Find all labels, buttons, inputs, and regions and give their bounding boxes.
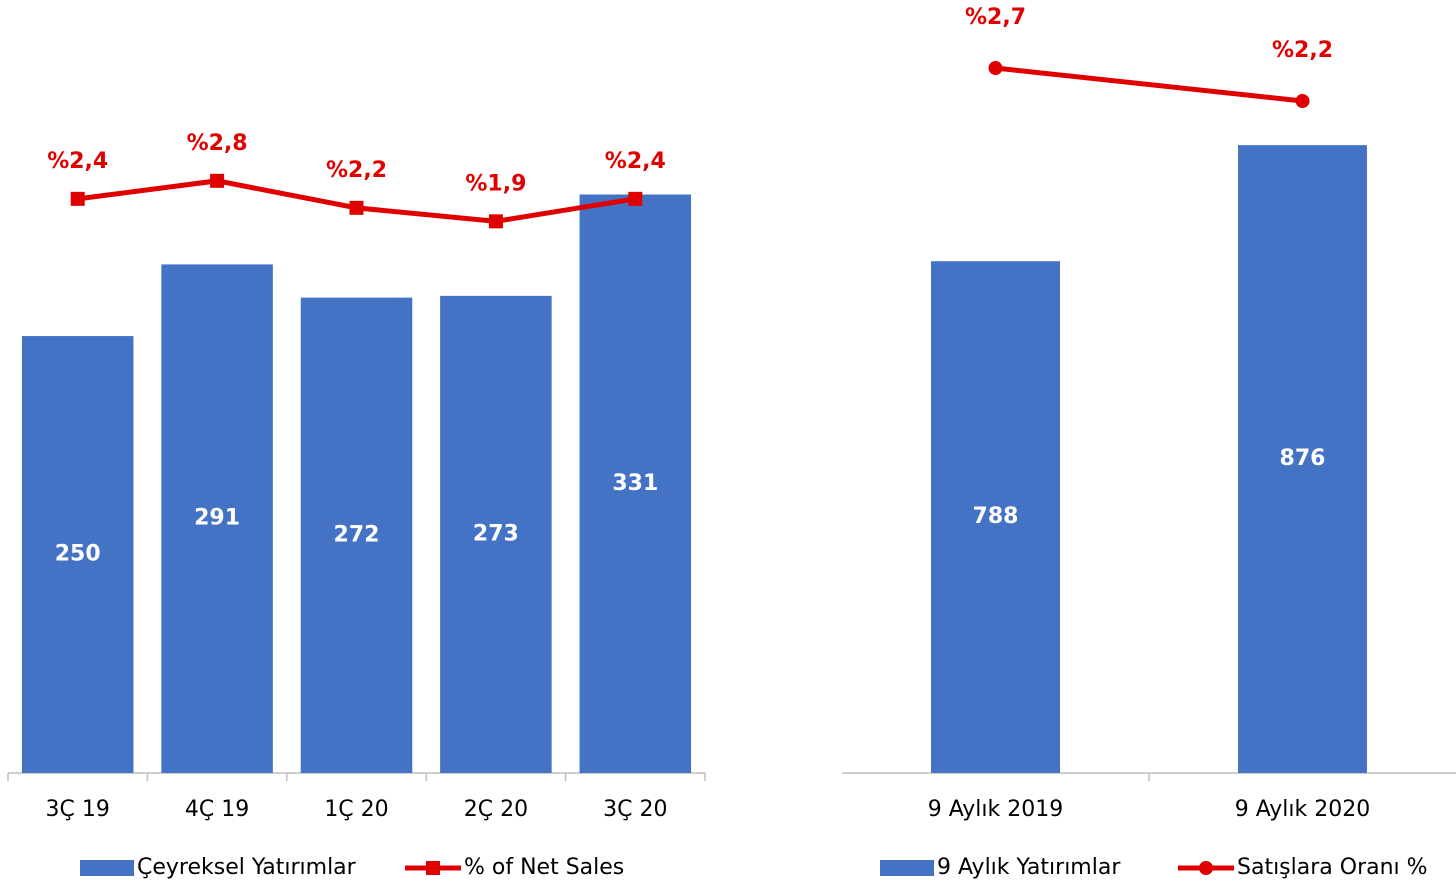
x-tick-label: 9 Aylık 2019 — [928, 797, 1064, 822]
bar-value-label: 273 — [473, 521, 519, 546]
line-marker — [349, 200, 364, 215]
bar-value-label: 876 — [1280, 446, 1326, 471]
line-value-label: %2,7 — [965, 5, 1026, 30]
bar-value-label: 272 — [334, 522, 380, 547]
bar — [579, 194, 692, 774]
bar-value-label: 331 — [612, 471, 658, 496]
line-value-label: %2,2 — [1272, 38, 1333, 63]
legend-swatch — [880, 860, 934, 876]
legend-label: 9 Aylık Yatırımlar — [937, 855, 1121, 880]
x-tick-label: 3Ç 19 — [46, 797, 110, 822]
bar — [161, 264, 273, 773]
line-marker — [488, 214, 503, 229]
legend-marker — [426, 861, 440, 875]
bar-value-label: 788 — [973, 504, 1019, 529]
legend-label: % of Net Sales — [464, 855, 624, 880]
bar-value-label: 291 — [194, 506, 240, 531]
bar — [21, 336, 134, 773]
bar — [1238, 145, 1367, 774]
chart: 3Ç 19 4Ç 19 1Ç 20 2Ç 20 3Ç 20 250 291 272 273 331… — [7, 131, 706, 880]
legend-label: Çeyreksel Yatırımlar — [137, 855, 357, 880]
bar-value-label: 250 — [55, 542, 101, 567]
x-tick-label: 2Ç 20 — [464, 797, 528, 822]
x-tick-label: 1Ç 20 — [324, 797, 388, 822]
line-marker — [70, 191, 85, 206]
line-value-label: %2,4 — [605, 149, 666, 174]
bar — [440, 295, 552, 773]
line-value-label: %2,8 — [187, 131, 248, 156]
line-marker — [988, 61, 1003, 76]
line-value-label: %2,4 — [47, 149, 108, 174]
chart: 9 Aylık 2019 9 Aylık 2020 788 876 %2,7 %2,2 9 … — [842, 5, 1456, 880]
line — [995, 65, 1303, 104]
line-value-label: %1,9 — [465, 171, 526, 196]
line-marker — [628, 191, 643, 206]
bar — [931, 261, 1060, 773]
x-tick-label: 3Ç 20 — [603, 797, 667, 822]
legend-swatch — [80, 860, 134, 876]
legend-marker — [1199, 861, 1213, 875]
line-marker — [210, 173, 225, 188]
x-tick-label: 4Ç 19 — [185, 797, 249, 822]
bar — [300, 297, 413, 773]
x-tick-label: 9 Aylık 2020 — [1235, 797, 1371, 822]
line-value-label: %2,2 — [326, 158, 387, 183]
legend-label: Satışlara Oranı % — [1237, 855, 1428, 880]
line-marker — [1295, 94, 1310, 109]
